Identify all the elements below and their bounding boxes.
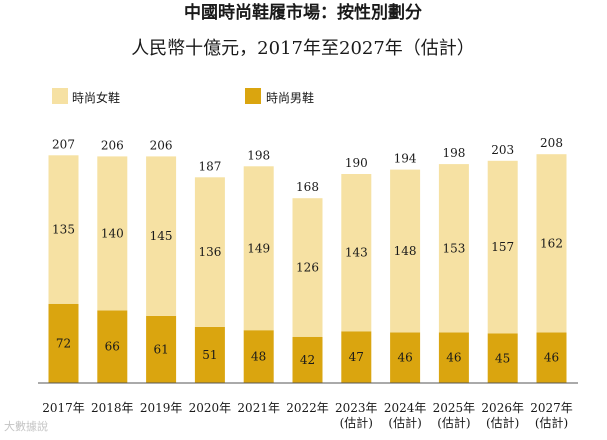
label-men-0: 72 [56,336,71,350]
label-men-1: 66 [105,340,120,354]
label-total-0: 207 [52,137,75,151]
x-tick-6: 2023年(估計) [335,401,378,430]
label-total-10: 208 [540,136,563,150]
x-tick-labels: 2017年 2018年 2019年 2020年 2021年 2022年 2023年(估計)2… [42,401,573,430]
label-women-0: 135 [52,223,75,237]
label-men-2: 61 [153,342,168,356]
bar-men-2 [146,315,177,383]
x-tick-7: 2024年(估計) [384,401,427,430]
labels-group: 72 135 207 66 140 206 61 145 206 51 136 187 48 149 198… [52,136,563,367]
label-women-10: 162 [540,236,563,250]
label-total-7: 194 [394,152,417,166]
x-tick-5: 2022年 [286,401,329,415]
chart-title: 中國時尚鞋履市場：按性別劃分 [184,2,422,23]
label-total-8: 198 [442,146,465,160]
x-tick-2: 2019年 [140,401,183,415]
bar-men-5 [292,336,323,383]
bar-women-3 [194,177,225,327]
bar-women-2 [146,156,177,316]
legend-label-women: 時尚女鞋 [72,90,120,105]
label-total-9: 203 [491,143,514,157]
label-men-4: 48 [251,350,266,364]
bar-women-1 [97,156,128,311]
bar-women-9 [487,160,518,334]
label-women-4: 149 [247,241,270,255]
label-total-5: 168 [296,180,319,194]
x-tick-9: 2026年(估計) [481,401,524,430]
label-women-3: 136 [198,245,221,259]
legend: 時尚女鞋 時尚男鞋 [52,88,314,105]
bar-men-3 [194,326,225,383]
bar-men-1 [97,310,128,383]
label-women-2: 145 [150,229,173,243]
label-women-6: 143 [345,246,368,260]
label-men-7: 46 [397,351,412,365]
bar-men-0 [48,303,79,383]
bar-women-5 [292,198,323,337]
label-total-1: 206 [101,138,124,152]
label-women-1: 140 [101,226,124,240]
label-men-9: 45 [495,351,510,365]
x-tick-3: 2020年 [189,401,232,415]
x-tick-1: 2018年 [91,401,134,415]
label-men-5: 42 [300,353,315,367]
legend-swatch-men [245,88,261,104]
label-women-7: 148 [394,244,417,258]
label-men-10: 46 [544,351,559,365]
bar-women-0 [48,155,79,304]
bar-women-8 [438,164,469,333]
label-men-6: 47 [349,350,364,364]
bar-women-7 [390,169,421,333]
x-tick-10: 2027年(估計) [530,401,573,430]
label-women-8: 153 [442,241,465,255]
x-tick-8: 2025年(估計) [433,401,476,430]
label-men-8: 46 [446,351,461,365]
label-men-3: 51 [202,348,217,362]
label-total-3: 187 [198,159,221,173]
x-tick-0: 2017年 [42,401,85,415]
chart-subtitle: 人民幣十億元，2017年至2027年（估計） [131,38,475,59]
watermark: 大數據說 [4,420,48,433]
label-total-2: 206 [150,138,173,152]
legend-label-men: 時尚男鞋 [266,90,314,105]
bar-men-9 [487,333,518,383]
bar-women-4 [243,166,274,331]
label-total-6: 190 [345,156,368,170]
bars-group [48,154,567,383]
bar-men-4 [243,330,274,383]
bar-women-10 [536,154,567,333]
bar-men-6 [341,331,372,383]
bar-men-7 [390,332,421,383]
label-women-9: 157 [491,240,514,254]
bar-women-6 [341,174,372,332]
x-tick-4: 2021年 [237,401,280,415]
bar-men-10 [536,332,567,383]
label-total-4: 198 [247,148,270,162]
legend-swatch-women [52,88,68,104]
bar-men-8 [438,332,469,383]
label-women-5: 126 [296,261,319,275]
